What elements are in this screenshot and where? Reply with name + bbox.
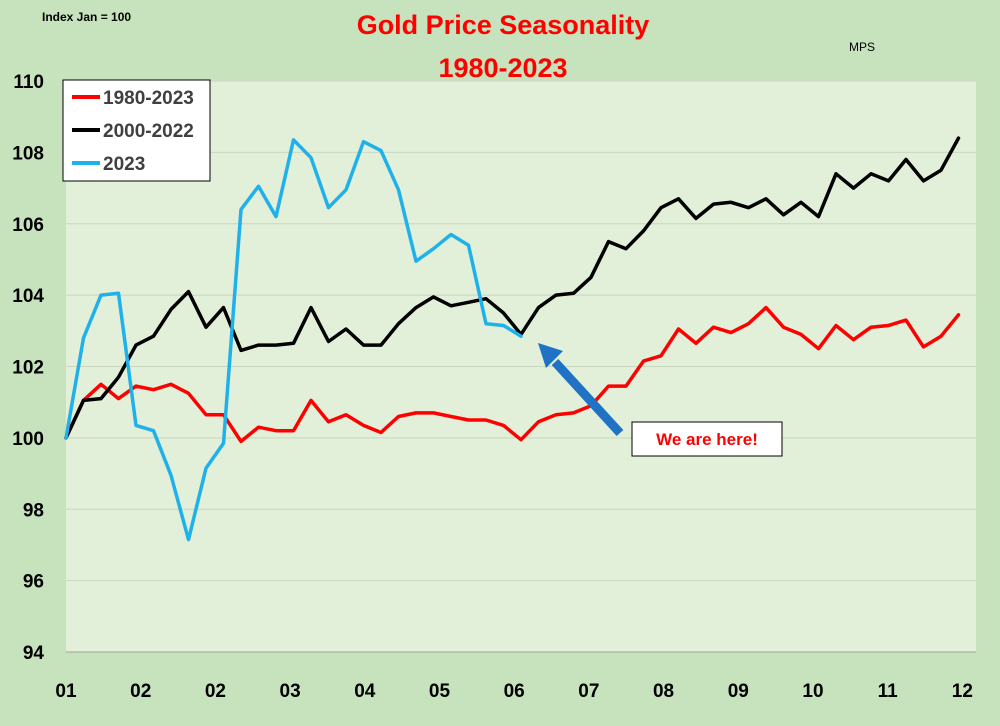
y-tick-label: 98	[23, 500, 44, 521]
chart-title: Gold Price Seasonality	[357, 10, 650, 40]
x-tick-label: 05	[429, 681, 451, 702]
x-tick-label: 11	[878, 681, 899, 702]
x-tick-label: 07	[578, 681, 599, 702]
annotation-arrow	[551, 358, 624, 437]
y-axis-ticks: 94 96 98 100 102 104 106 108 110	[12, 72, 44, 664]
y-tick-label: 96	[23, 572, 44, 593]
y-tick-label: 108	[12, 143, 44, 164]
y-tick-label: 94	[23, 643, 45, 664]
legend-label-2000-2022: 2000-2022	[103, 121, 194, 142]
corner-label: Index Jan = 100	[42, 10, 131, 24]
x-axis-ticks: 01 02 02 03 04 05 06 07 08 09 10 11 12	[55, 681, 972, 702]
series-lines	[64, 136, 961, 542]
x-tick-label: 03	[280, 681, 301, 702]
gridlines	[66, 80, 976, 653]
series-line-2023	[64, 138, 523, 542]
legend-label-1980-2023: 1980-2023	[103, 88, 194, 109]
legend: 1980-2023 2000-2022 2023	[62, 79, 211, 182]
x-tick-label: 02	[205, 681, 226, 702]
annotation-text: We are here!	[656, 430, 758, 449]
y-tick-label: 106	[12, 215, 44, 236]
x-tick-label: 01	[55, 681, 77, 702]
x-tick-label: 08	[653, 681, 674, 702]
x-tick-label: 02	[130, 681, 151, 702]
chart-subtitle: 1980-2023	[438, 53, 567, 83]
y-tick-label: 110	[13, 72, 44, 93]
series-line-1980-2023	[64, 305, 961, 444]
x-tick-label: 12	[952, 681, 973, 702]
series-line-2000-2022	[64, 136, 961, 440]
x-tick-label: 04	[354, 681, 376, 702]
source-label: MPS	[849, 40, 875, 54]
y-tick-label: 104	[12, 286, 44, 307]
annotation-box	[631, 421, 783, 457]
y-tick-label: 100	[12, 429, 44, 450]
x-tick-label: 09	[728, 681, 749, 702]
y-tick-label: 102	[12, 358, 44, 379]
x-tick-label: 06	[504, 681, 525, 702]
annotation-arrow-head	[538, 343, 563, 368]
x-tick-label: 10	[802, 681, 823, 702]
legend-label-2023: 2023	[103, 154, 145, 175]
